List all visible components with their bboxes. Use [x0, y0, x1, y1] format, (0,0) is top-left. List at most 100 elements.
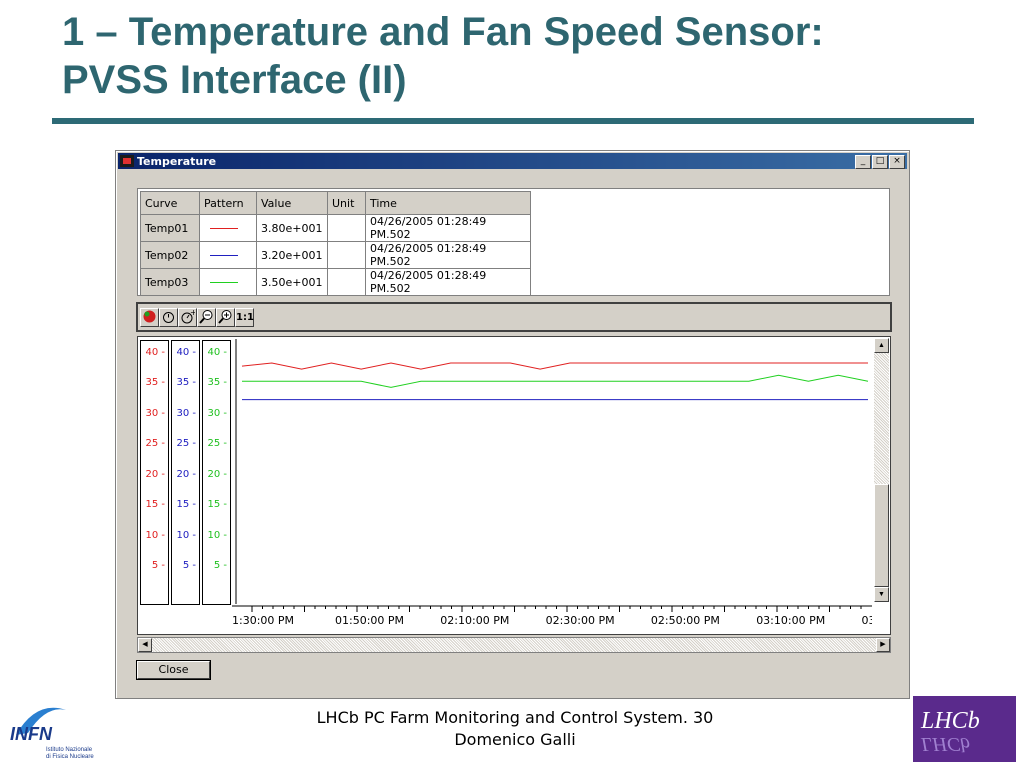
table-row[interactable]: Temp03 3.50e+001 04/26/2005 01:28:49 PM.… — [140, 268, 531, 296]
stopwatch-plus-icon[interactable]: + — [178, 308, 197, 327]
y-tick-label: 40 - — [145, 346, 165, 358]
window-titlebar[interactable]: Temperature _ □ × — [118, 153, 907, 169]
scroll-right-button[interactable]: ▶ — [876, 638, 890, 652]
col-header-pattern[interactable]: Pattern — [199, 191, 257, 215]
slide-title-line2: PVSS Interface (II) — [62, 58, 407, 102]
y-tick-label: 40 - — [207, 346, 227, 358]
pattern-cell — [199, 241, 257, 269]
scroll-thumb[interactable] — [874, 484, 889, 587]
y-tick-label: 25 - — [207, 438, 227, 450]
time-tick-label: 02:50:00 PM — [651, 614, 720, 627]
zoom-in-icon[interactable] — [216, 308, 235, 327]
y-tick-label: 5 - — [151, 560, 165, 572]
unit-cell — [327, 268, 366, 296]
curve-table-panel: Curve Pattern Value Unit Time Temp01 3.8… — [137, 188, 890, 296]
y-tick-label: 10 - — [176, 529, 196, 541]
title-divider — [52, 118, 974, 124]
y-tick-label: 35 - — [145, 377, 165, 389]
y-tick-label: 5 - — [182, 560, 196, 572]
value-cell: 3.20e+001 — [256, 241, 328, 269]
time-axis: 1:30:00 PM 01:50:00 PM 02:10:00 PM 02:30:00… — [232, 605, 873, 627]
curve-name: Temp02 — [140, 241, 200, 269]
y-tick-label: 30 - — [207, 407, 227, 419]
y-tick-label: 5 - — [213, 560, 227, 572]
y-tick-label: 25 - — [145, 438, 165, 450]
col-header-curve[interactable]: Curve — [140, 191, 200, 215]
y-tick-label: 20 - — [207, 468, 227, 480]
y-tick-label: 15 - — [176, 499, 196, 511]
pattern-line — [210, 281, 238, 283]
svg-text:INFN: INFN — [10, 724, 53, 744]
y-tick-label: 25 - — [176, 438, 196, 450]
y-axis-temp02: 40 - 35 - 30 - 25 - 20 - 15 - 10 - 5 - — [171, 340, 200, 605]
y-tick-label: 10 - — [207, 529, 227, 541]
zoom-out-icon[interactable] — [197, 308, 216, 327]
y-tick-label: 10 - — [145, 529, 165, 541]
y-tick-label: 20 - — [176, 468, 196, 480]
col-header-unit[interactable]: Unit — [327, 191, 366, 215]
slide-title: 1 – Temperature and Fan Speed Sensor: PV… — [62, 8, 1002, 104]
stopwatch-icon[interactable] — [159, 308, 178, 327]
minimize-button[interactable]: _ — [855, 155, 871, 169]
vertical-scrollbar[interactable]: ▲ ▼ — [874, 338, 889, 602]
app-icon — [120, 155, 134, 167]
y-tick-label: 40 - — [176, 346, 196, 358]
value-cell: 3.80e+001 — [256, 214, 328, 242]
footer-author: Domenico Galli — [454, 730, 576, 749]
pattern-line — [210, 254, 238, 256]
pattern-cell — [199, 268, 257, 296]
svg-text:di Fisica Nucleare: di Fisica Nucleare — [46, 754, 94, 760]
time-tick-label: 03:30:00 — [862, 614, 873, 627]
y-tick-label: 15 - — [145, 499, 165, 511]
lhcb-logo: LHCb LHCb — [913, 696, 1016, 762]
table-row[interactable]: Temp01 3.80e+001 04/26/2005 01:28:49 PM.… — [140, 214, 531, 242]
y-tick-label: 35 - — [207, 377, 227, 389]
y-tick-label: 15 - — [207, 499, 227, 511]
y-tick-label: 30 - — [176, 407, 196, 419]
svg-text:+: + — [190, 309, 195, 317]
trend-chart[interactable] — [232, 339, 872, 604]
time-tick-label: 1:30:00 PM — [232, 614, 294, 627]
scroll-down-button[interactable]: ▼ — [874, 587, 889, 602]
y-tick-label: 35 - — [176, 377, 196, 389]
value-cell: 3.50e+001 — [256, 268, 328, 296]
svg-text:Istituto Nazionale: Istituto Nazionale — [46, 747, 93, 753]
traffic-light-icon[interactable] — [140, 308, 159, 327]
close-window-button[interactable]: × — [889, 155, 905, 169]
col-header-time[interactable]: Time — [365, 191, 531, 215]
time-tick-label: 03:10:00 PM — [756, 614, 825, 627]
y-tick-label: 30 - — [145, 407, 165, 419]
svg-text:LHCb: LHCb — [920, 733, 970, 755]
trend-plot-area: 40 - 35 - 30 - 25 - 20 - 15 - 10 - 5 - 40 - 35 -… — [137, 336, 891, 635]
trend-toolbar: + 1:1 — [136, 302, 892, 332]
scroll-left-button[interactable]: ◀ — [138, 638, 152, 652]
infn-logo: INFN Istituto Nazionale di Fisica Nuclea… — [10, 707, 94, 760]
unit-cell — [327, 241, 366, 269]
pattern-line — [210, 227, 238, 229]
curve-name: Temp03 — [140, 268, 200, 296]
time-cell: 04/26/2005 01:28:49 PM.502 — [365, 268, 531, 296]
svg-text:LHCb: LHCb — [920, 708, 980, 734]
scroll-up-button[interactable]: ▲ — [874, 338, 889, 353]
time-tick-label: 01:50:00 PM — [335, 614, 404, 627]
one-to-one-button[interactable]: 1:1 — [235, 308, 254, 327]
table-row[interactable]: Temp02 3.20e+001 04/26/2005 01:28:49 PM.… — [140, 241, 531, 269]
unit-cell — [327, 214, 366, 242]
slide-title-line1: 1 – Temperature and Fan Speed Sensor: — [62, 10, 824, 54]
col-header-value[interactable]: Value — [256, 191, 328, 215]
pattern-cell — [199, 214, 257, 242]
temperature-window: Temperature _ □ × Curve Pattern Value Un… — [115, 150, 910, 699]
horizontal-scrollbar[interactable]: ◀ ▶ — [137, 637, 891, 653]
close-button[interactable]: Close — [136, 660, 211, 680]
slide-footer: LHCb PC Farm Monitoring and Control Syst… — [240, 707, 790, 751]
y-tick-label: 20 - — [145, 468, 165, 480]
window-title: Temperature — [137, 154, 217, 168]
time-tick-label: 02:10:00 PM — [440, 614, 509, 627]
y-axis-temp01: 40 - 35 - 30 - 25 - 20 - 15 - 10 - 5 - — [140, 340, 169, 605]
curve-name: Temp01 — [140, 214, 200, 242]
y-axis-temp03: 40 - 35 - 30 - 25 - 20 - 15 - 10 - 5 - — [202, 340, 231, 605]
maximize-button[interactable]: □ — [872, 155, 888, 169]
curve-table: Curve Pattern Value Unit Time Temp01 3.8… — [140, 191, 531, 296]
series-line-temp01 — [241, 362, 868, 370]
footer-line1: LHCb PC Farm Monitoring and Control Syst… — [316, 708, 714, 727]
